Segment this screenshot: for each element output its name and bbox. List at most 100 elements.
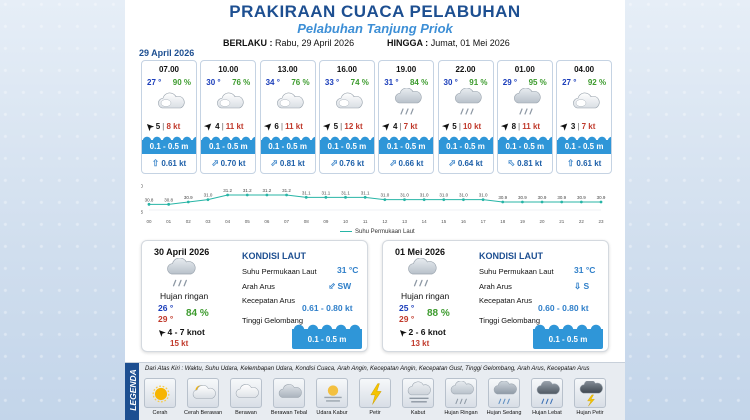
card-wave-height: 0.1 - 0.5 m bbox=[497, 135, 552, 154]
card-humidity: 91 % bbox=[469, 78, 488, 87]
x-tick-label: 03 bbox=[205, 219, 211, 224]
wave-height-label: Tinggi Gelombang bbox=[479, 316, 541, 325]
data-point bbox=[422, 198, 426, 202]
light-rain-icon bbox=[445, 378, 477, 408]
fog-icon bbox=[402, 378, 434, 408]
legend-item: Kabut bbox=[399, 378, 437, 416]
data-label: 30.9 bbox=[557, 195, 566, 200]
x-tick-label: 04 bbox=[225, 219, 231, 224]
data-point bbox=[501, 200, 505, 204]
hourly-card: 01.00 29 ° 95 % ➤ 8 | 11 kt 0.1 - 0.5 m ⇧0… bbox=[496, 60, 553, 174]
daily-panel-2: 01 Mei 2026 Hujan ringan 25 ° 29 ° 88 % … bbox=[382, 240, 609, 352]
card-time: 04.00 bbox=[574, 65, 595, 74]
card-wind: ➤ 4 | 11 kt bbox=[202, 119, 244, 133]
panel-date: 01 Mei 2026 bbox=[395, 247, 446, 257]
card-time: 07.00 bbox=[158, 65, 180, 74]
wave-height-value: 0.1 - 0.5 m bbox=[292, 324, 362, 349]
data-point bbox=[383, 198, 387, 202]
x-tick-label: 22 bbox=[579, 219, 585, 224]
data-point bbox=[167, 202, 171, 206]
data-point bbox=[304, 195, 308, 199]
light-rain-icon bbox=[512, 87, 542, 118]
legend-item: Berawan Tebal bbox=[270, 378, 308, 416]
x-tick-label: 16 bbox=[461, 219, 467, 224]
current-direction-icon: ⇧ bbox=[504, 156, 518, 170]
partly-cloudy-icon bbox=[275, 88, 305, 118]
data-label: 31.2 bbox=[263, 188, 272, 193]
partly-cloudy-icon bbox=[156, 88, 186, 118]
data-point bbox=[560, 200, 564, 204]
current-direction-icon: ⇧ bbox=[566, 158, 575, 168]
wave-height-value: 0.1 - 0.5 m bbox=[533, 324, 603, 349]
data-point bbox=[324, 195, 328, 199]
current-direction-icon: ⇧ bbox=[208, 156, 222, 170]
legend-item: Cerah bbox=[141, 378, 179, 416]
card-temperature: 29 ° bbox=[502, 78, 518, 87]
wind-direction-icon: ➤ bbox=[396, 326, 409, 339]
legend-tab: LEGENDA bbox=[125, 363, 139, 420]
card-temperature: 30 ° bbox=[206, 78, 221, 87]
card-current: ⇧ 0.61 kt bbox=[566, 158, 602, 168]
data-label: 31.0 bbox=[400, 193, 409, 198]
legend-item: Berawan bbox=[227, 378, 265, 416]
thunder-rain-icon bbox=[574, 378, 606, 408]
current-direction-label: Arah Arus bbox=[479, 282, 512, 291]
light-rain-icon bbox=[164, 257, 198, 290]
data-label: 30.8 bbox=[164, 197, 173, 202]
series-line bbox=[149, 194, 601, 205]
card-time: 19.00 bbox=[396, 65, 417, 74]
sst-value: 31 °C bbox=[337, 265, 359, 275]
card-temperature: 27 ° bbox=[562, 78, 577, 87]
panel-condition: Hujan ringan bbox=[160, 291, 209, 301]
data-label: 31.0 bbox=[479, 193, 488, 198]
card-wave-height: 0.1 - 0.5 m bbox=[142, 135, 196, 154]
valid-from: BERLAKU : Rabu, 29 April 2026 bbox=[223, 38, 355, 48]
data-point bbox=[481, 198, 485, 202]
card-temperature: 34 ° bbox=[265, 78, 280, 87]
legend-item: Hujan Petir bbox=[571, 378, 609, 416]
partly-cloudy-icon bbox=[215, 88, 245, 118]
data-label: 31.2 bbox=[282, 188, 291, 193]
data-label: 31.1 bbox=[341, 190, 350, 195]
haze-icon bbox=[316, 378, 348, 408]
wind-direction-icon: ➤ bbox=[261, 119, 275, 133]
thick-cloud-icon bbox=[273, 378, 305, 408]
card-wind: ➤ 8 | 11 kt bbox=[499, 119, 541, 133]
wind-direction-icon: ➤ bbox=[155, 326, 168, 339]
legend-label: Hujan Ringan bbox=[444, 410, 478, 416]
x-tick-label: 23 bbox=[598, 219, 604, 224]
current-direction-value: ⇩ S bbox=[574, 281, 590, 291]
data-label: 31.0 bbox=[420, 193, 429, 198]
light-rain-icon bbox=[393, 87, 423, 118]
current-direction-icon: ⇧ bbox=[386, 156, 400, 170]
data-label: 30.9 bbox=[184, 195, 193, 200]
panel-date: 30 April 2026 bbox=[154, 247, 210, 257]
panel-condition: Hujan ringan bbox=[401, 291, 450, 301]
x-tick-label: 14 bbox=[422, 219, 428, 224]
card-wave-height: 0.1 - 0.5 m bbox=[379, 135, 434, 154]
card-temperature: 33 ° bbox=[324, 78, 340, 87]
partly-cloudy-icon bbox=[334, 88, 364, 118]
hourly-card: 19.00 31 ° 84 % ➤ 4 | 7 kt 0.1 - 0.5 m ⇧0.… bbox=[378, 60, 435, 174]
x-tick-label: 10 bbox=[343, 219, 349, 224]
hourly-card: 22.00 30 ° 91 % ➤ 5 | 10 kt 0.1 - 0.5 m ⇧0… bbox=[437, 60, 494, 174]
legend-item: Petir bbox=[356, 378, 394, 416]
y-tick-label: 30.3 bbox=[141, 210, 143, 216]
panel-temperature-2: 29 ° bbox=[399, 314, 415, 324]
panel-gust: 15 kt bbox=[170, 339, 189, 348]
daily-panel-1: 30 April 2026 Hujan ringan 26 ° 29 ° 84 … bbox=[141, 240, 368, 352]
wind-direction-icon: ➤ bbox=[439, 119, 453, 133]
wave-height-label: Tinggi Gelombang bbox=[242, 316, 304, 325]
data-point bbox=[186, 200, 190, 204]
sea-condition-heading: KONDISI LAUT bbox=[479, 251, 543, 261]
card-current: ⇧0.66 kt bbox=[386, 156, 424, 170]
wind-direction-icon: ➤ bbox=[143, 120, 156, 134]
card-wind: ➤ 3 | 7 kt bbox=[558, 119, 596, 133]
sun-cloud-icon bbox=[187, 378, 219, 408]
card-temperature: 30 ° bbox=[443, 78, 458, 87]
hourly-card: 04.00 27 ° 92 % ➤ 3 | 7 kt 0.1 - 0.5 m ⇧ 0.… bbox=[556, 60, 613, 174]
current-direction-icon: ⇧ bbox=[268, 156, 281, 170]
hourly-card: 10.00 30 ° 76 % ➤ 4 | 11 kt 0.1 - 0.5 m ⇧0… bbox=[200, 60, 257, 174]
data-label: 30.9 bbox=[597, 195, 606, 200]
x-tick-label: 02 bbox=[186, 219, 192, 224]
